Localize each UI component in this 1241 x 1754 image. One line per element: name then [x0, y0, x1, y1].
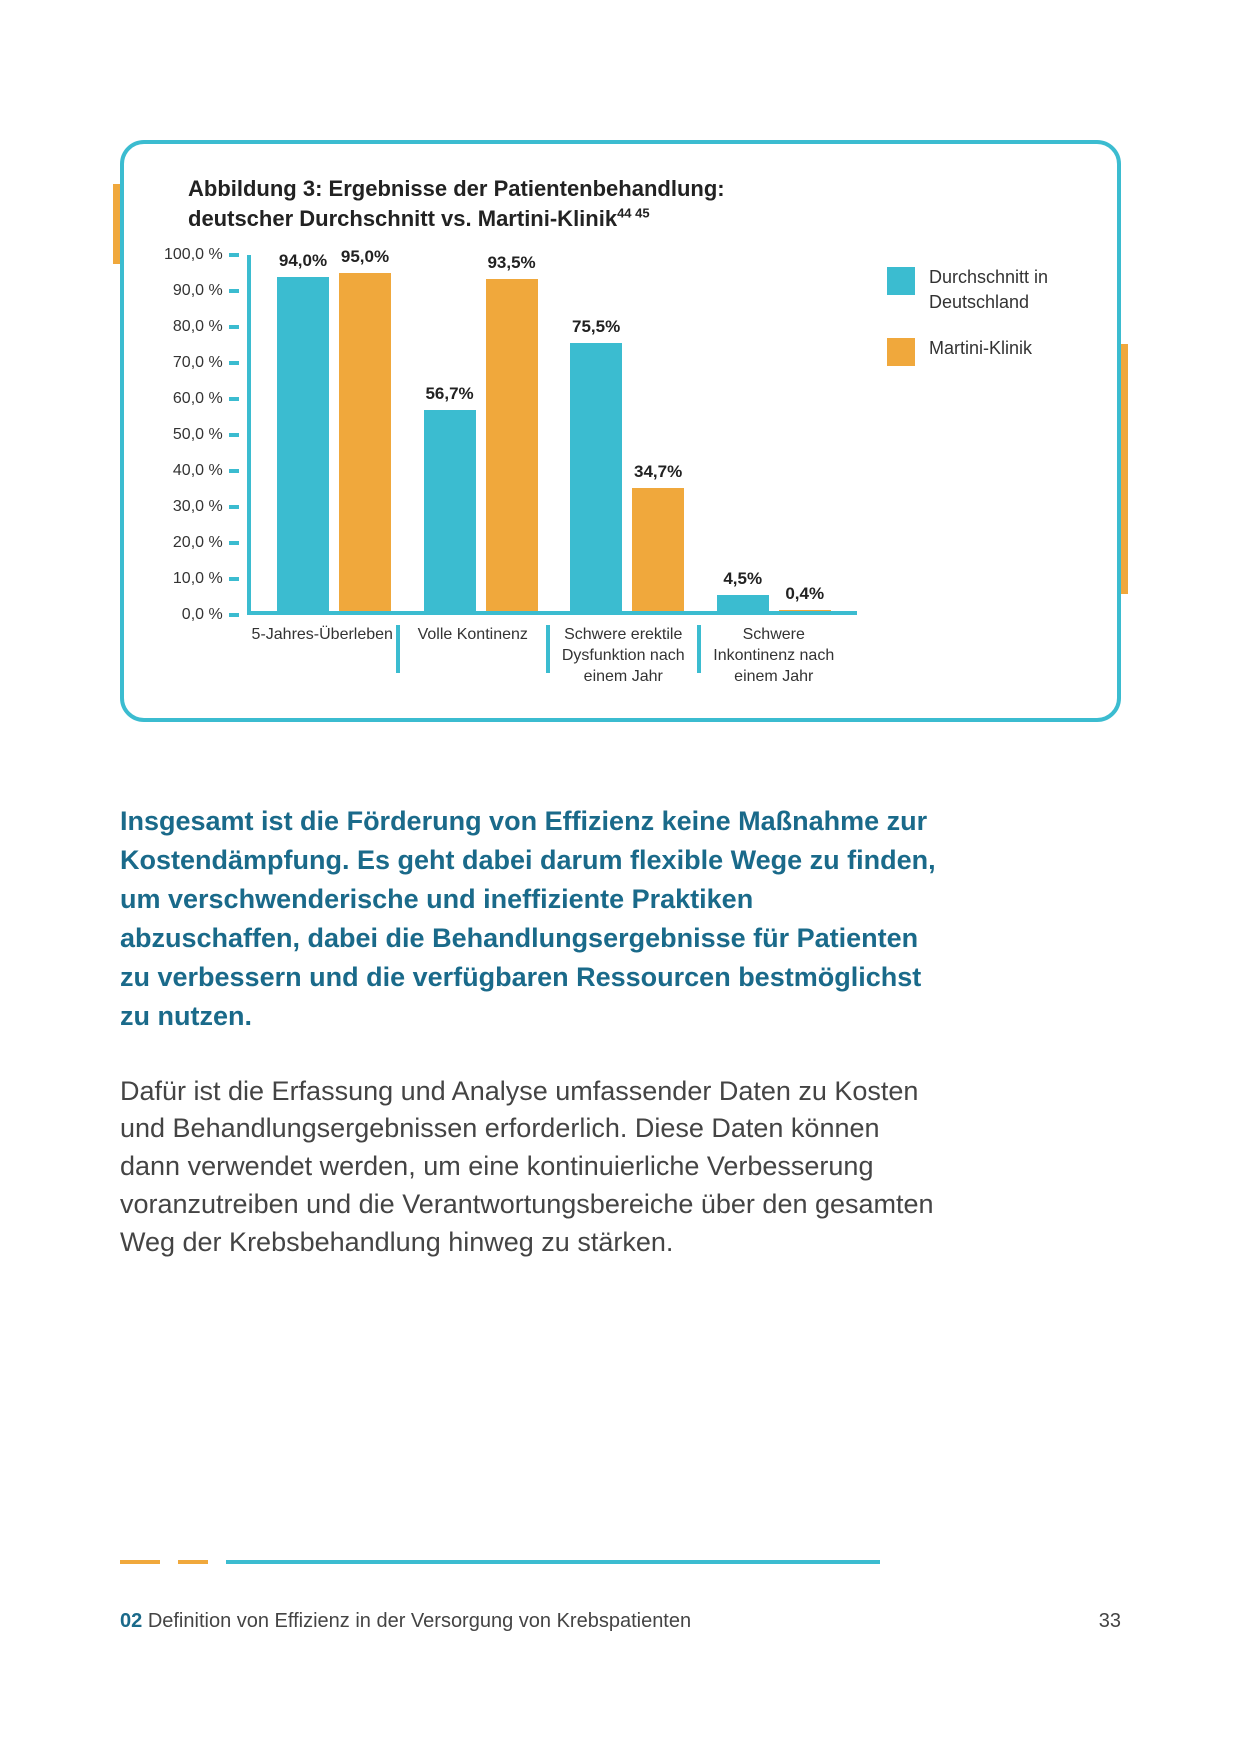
bar-value-label: 0,4% — [785, 584, 824, 604]
y-tick-label: 30,0 % — [173, 498, 223, 516]
chart-title-sup: 44 45 — [617, 205, 650, 220]
y-tick-mark — [229, 397, 239, 401]
page-number: 33 — [1099, 1610, 1121, 1633]
bar-wrapper: 94,0% — [277, 255, 329, 611]
footer-section-title: Definition von Effizienz in der Versorgu… — [148, 1610, 691, 1632]
bar-wrapper: 0,4% — [779, 255, 831, 611]
bar-wrapper: 95,0% — [339, 255, 391, 611]
x-axis-label: 5-Jahres-Überleben — [252, 625, 393, 646]
y-tick-label: 40,0 % — [173, 462, 223, 480]
y-tick-label: 0,0 % — [182, 606, 223, 624]
legend-swatch — [887, 267, 915, 295]
bar-group: 4,5% 0,4% — [717, 255, 831, 611]
chart-body: 100,0 %90,0 %80,0 %70,0 %60,0 %50,0 %40,… — [164, 255, 1077, 687]
x-axis-label: Volle Kontinenz — [418, 625, 528, 646]
y-tick-label: 20,0 % — [173, 534, 223, 552]
bar-wrapper: 56,7% — [424, 255, 476, 611]
y-tick-mark — [229, 505, 239, 509]
y-tick-label: 80,0 % — [173, 318, 223, 336]
bar-wrapper: 34,7% — [632, 255, 684, 611]
legend: Durchschnitt in Deutschland Martini-Klini… — [857, 255, 1077, 388]
bar — [717, 595, 769, 611]
y-tick-label: 100,0 % — [164, 246, 223, 264]
bar-wrapper: 75,5% — [570, 255, 622, 611]
footer-section-number: 02 — [120, 1610, 142, 1632]
footer-rule — [120, 1560, 880, 1564]
bar-value-label: 34,7% — [634, 462, 682, 482]
rule-segment-orange — [178, 1560, 208, 1564]
y-tick-mark — [229, 613, 239, 617]
bar — [779, 610, 831, 611]
bar-value-label: 93,5% — [487, 253, 535, 273]
y-tick-label: 90,0 % — [173, 282, 223, 300]
bar-group: 75,5% 34,7% — [570, 255, 684, 611]
bar-value-label: 75,5% — [572, 317, 620, 337]
bar — [632, 488, 684, 612]
footer-line: 02 Definition von Effizienz in der Verso… — [120, 1610, 1121, 1633]
bar — [486, 279, 538, 612]
body-text: Insgesamt ist die Förderung von Effizien… — [120, 802, 940, 1262]
legend-label: Durchschnitt in Deutschland — [929, 265, 1077, 314]
x-cell: Schwere erektile Dysfunktion nach einem … — [550, 625, 697, 687]
x-cell: 5-Jahres-Überleben — [249, 625, 396, 687]
footer-section: 02 Definition von Effizienz in der Verso… — [120, 1610, 691, 1633]
x-axis-label: Schwere erektile Dysfunktion nach einem … — [550, 625, 697, 687]
x-cell: Schwere Inkontinenz nach einem Jahr — [701, 625, 848, 687]
y-tick-mark — [229, 289, 239, 293]
chart-area: 100,0 %90,0 %80,0 %70,0 %60,0 %50,0 %40,… — [164, 255, 857, 687]
rule-segment-orange — [120, 1560, 160, 1564]
legend-swatch — [887, 338, 915, 366]
bar — [570, 343, 622, 612]
y-tick-label: 10,0 % — [173, 570, 223, 588]
y-axis: 100,0 %90,0 %80,0 %70,0 %60,0 %50,0 %40,… — [164, 255, 247, 615]
bar-wrapper: 93,5% — [486, 255, 538, 611]
y-tick-label: 70,0 % — [173, 354, 223, 372]
y-tick-mark — [229, 253, 239, 257]
bar-value-label: 4,5% — [723, 569, 762, 589]
chart-plot: 100,0 %90,0 %80,0 %70,0 %60,0 %50,0 %40,… — [164, 255, 857, 615]
legend-item: Martini-Klinik — [887, 336, 1077, 366]
chart-card: Abbildung 3: Ergebnisse der Patientenbeh… — [120, 140, 1121, 722]
x-axis-label: Schwere Inkontinenz nach einem Jahr — [701, 625, 848, 687]
chart-title-line1: Abbildung 3: Ergebnisse der Patientenbeh… — [188, 176, 725, 201]
bar — [339, 273, 391, 611]
y-tick-mark — [229, 361, 239, 365]
bar — [277, 277, 329, 612]
y-tick-mark — [229, 541, 239, 545]
x-cell: Volle Kontinenz — [400, 625, 547, 687]
bar-value-label: 56,7% — [425, 384, 473, 404]
bar — [424, 410, 476, 612]
accent-bar-right — [1121, 344, 1128, 594]
y-tick-mark — [229, 469, 239, 473]
bar-wrapper: 4,5% — [717, 255, 769, 611]
body-paragraph: Dafür ist die Erfassung und Analyse umfa… — [120, 1073, 940, 1262]
bars-container: 94,0%95,0% 56,7% 93,5% 75,5% 34,7% 4,5% 0,4% — [251, 255, 857, 611]
y-tick-label: 50,0 % — [173, 426, 223, 444]
highlight-paragraph: Insgesamt ist die Förderung von Effizien… — [120, 802, 940, 1037]
rule-segment-teal — [226, 1560, 880, 1564]
legend-label: Martini-Klinik — [929, 336, 1032, 360]
y-tick-mark — [229, 325, 239, 329]
bar-group: 56,7% 93,5% — [424, 255, 538, 611]
y-tick-mark — [229, 433, 239, 437]
bar-group: 94,0%95,0% — [277, 255, 391, 611]
chart-title-line2: deutscher Durchschnitt vs. Martini-Klini… — [188, 206, 617, 231]
plot-area: 94,0%95,0% 56,7% 93,5% 75,5% 34,7% 4,5% 0,4% — [247, 255, 857, 615]
bar-value-label: 95,0% — [341, 247, 389, 267]
chart-title: Abbildung 3: Ergebnisse der Patientenbeh… — [164, 174, 1077, 233]
bar-value-label: 94,0% — [279, 251, 327, 271]
y-tick-mark — [229, 577, 239, 581]
y-tick-label: 60,0 % — [173, 390, 223, 408]
legend-item: Durchschnitt in Deutschland — [887, 265, 1077, 314]
accent-bar-left — [113, 184, 120, 264]
x-axis: 5-Jahres-Überleben Volle Kontinenz Schwere… — [164, 615, 857, 687]
